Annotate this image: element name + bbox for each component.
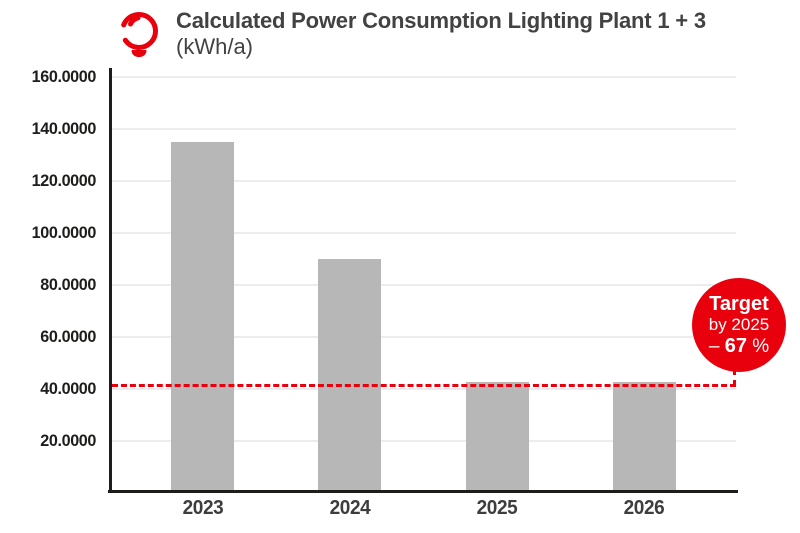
target-badge: Target by 2025 – 67 %: [692, 278, 786, 372]
y-tick-label: 100.0000: [31, 223, 97, 242]
x-tick-label-2025: 2025: [476, 497, 518, 519]
bar-2024: [318, 259, 381, 490]
bar-2025: [466, 382, 529, 490]
grid-line: [112, 388, 736, 390]
lightbulb-icon: [116, 10, 162, 60]
target-line: [112, 384, 736, 387]
plot-area: [112, 69, 736, 493]
x-axis-tick-labels: 2023 2024 2025 2026: [112, 497, 736, 527]
y-tick-label: 120.0000: [31, 171, 97, 190]
x-tick-label-2024: 2024: [329, 497, 371, 519]
grid-line: [112, 284, 736, 286]
y-tick-label: 140.0000: [31, 119, 97, 138]
y-tick-label: 60.0000: [40, 327, 96, 346]
y-tick-label: 20.0000: [40, 431, 96, 450]
grid-line: [112, 440, 736, 442]
y-axis-line: [109, 68, 112, 493]
chart-title-unit: (kWh/a): [176, 34, 253, 59]
grid-line: [112, 180, 736, 182]
target-badge-deadline: by 2025: [708, 315, 770, 335]
bar-2026: [613, 382, 676, 490]
y-tick-label: 40.0000: [40, 379, 96, 398]
y-tick-label: 80.0000: [40, 275, 96, 294]
y-tick-label: 160.0000: [31, 67, 97, 86]
grid-line: [112, 336, 736, 338]
target-badge-connector-line: [733, 369, 736, 386]
grid-line: [112, 128, 736, 130]
target-badge-percent: – 67 %: [708, 334, 770, 357]
x-axis-line: [108, 490, 738, 493]
chart-title: Calculated Power Consumption Lighting Pl…: [176, 8, 706, 60]
x-tick-label-2026: 2026: [623, 497, 665, 519]
bar-2023: [171, 142, 234, 490]
y-axis-tick-labels: 160.0000 140.0000 120.0000 100.0000 80.0000 6…: [0, 0, 97, 533]
grid-line: [112, 232, 736, 234]
target-badge-title: Target: [709, 293, 769, 316]
chart-title-line1: Calculated Power Consumption Lighting Pl…: [176, 8, 706, 33]
grid-line: [112, 76, 736, 78]
chart-header: Calculated Power Consumption Lighting Pl…: [116, 8, 706, 60]
x-tick-label-2023: 2023: [182, 497, 224, 519]
